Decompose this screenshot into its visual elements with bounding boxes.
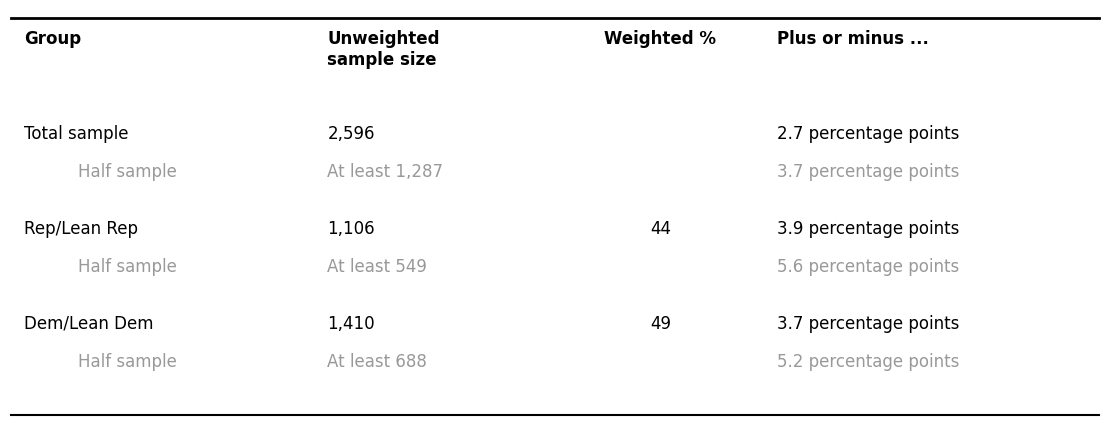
Text: Rep/Lean Rep: Rep/Lean Rep xyxy=(24,220,139,238)
Text: At least 688: At least 688 xyxy=(327,353,427,371)
Text: Half sample: Half sample xyxy=(78,353,176,371)
Text: 1,410: 1,410 xyxy=(327,315,375,333)
Text: Plus or minus ...: Plus or minus ... xyxy=(777,30,929,48)
Text: 5.6 percentage points: 5.6 percentage points xyxy=(777,258,959,276)
Text: 2.7 percentage points: 2.7 percentage points xyxy=(777,125,959,143)
Text: 44: 44 xyxy=(650,220,670,238)
Text: Half sample: Half sample xyxy=(78,258,176,276)
Text: 3.7 percentage points: 3.7 percentage points xyxy=(777,315,959,333)
Text: Half sample: Half sample xyxy=(78,163,176,181)
Text: Dem/Lean Dem: Dem/Lean Dem xyxy=(24,315,154,333)
Text: 3.7 percentage points: 3.7 percentage points xyxy=(777,163,959,181)
Text: Group: Group xyxy=(24,30,81,48)
Text: 1,106: 1,106 xyxy=(327,220,375,238)
Text: At least 1,287: At least 1,287 xyxy=(327,163,444,181)
Text: 3.9 percentage points: 3.9 percentage points xyxy=(777,220,959,238)
Text: Weighted %: Weighted % xyxy=(605,30,716,48)
Text: Unweighted
sample size: Unweighted sample size xyxy=(327,30,440,69)
Text: 49: 49 xyxy=(650,315,670,333)
Text: 5.2 percentage points: 5.2 percentage points xyxy=(777,353,959,371)
Text: At least 549: At least 549 xyxy=(327,258,427,276)
Text: 2,596: 2,596 xyxy=(327,125,375,143)
Text: Total sample: Total sample xyxy=(24,125,129,143)
